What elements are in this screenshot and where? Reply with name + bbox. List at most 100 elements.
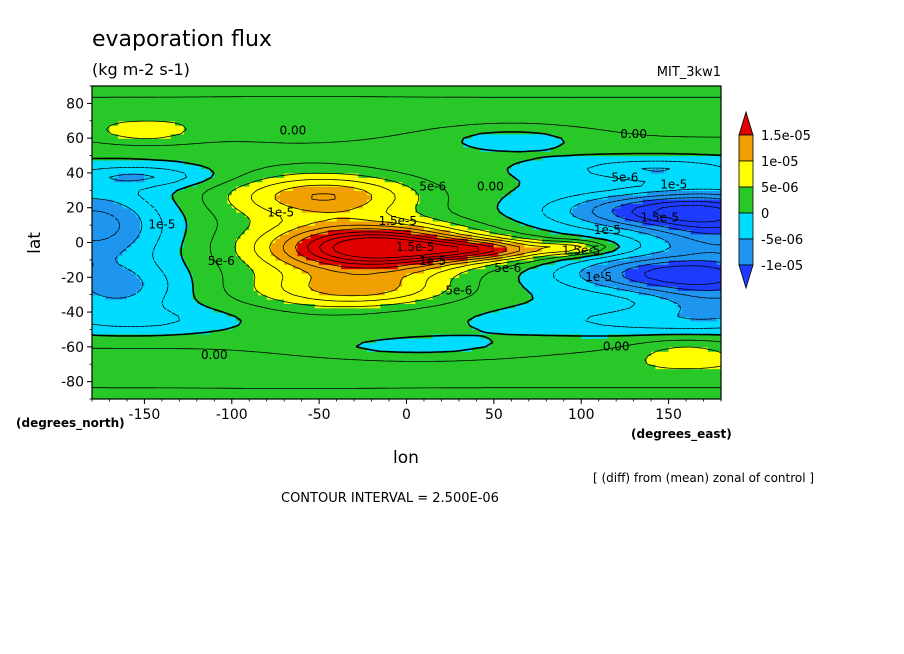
heatmap-cell (157, 368, 163, 374)
heatmap-cell (153, 359, 159, 365)
heatmap-cell (92, 385, 97, 391)
heatmap-cell (306, 394, 311, 399)
heatmap-cell (668, 251, 674, 257)
heatmap-cell (126, 251, 132, 257)
heatmap-cell (480, 359, 486, 365)
heatmap-cell (423, 325, 429, 331)
heatmap-cell (297, 299, 303, 304)
heatmap-cell (153, 294, 159, 300)
heatmap-cell (581, 394, 587, 399)
heatmap-cell (515, 372, 521, 378)
heatmap-cell (664, 377, 670, 383)
heatmap-cell (201, 372, 207, 378)
heatmap-cell (467, 299, 473, 304)
heatmap-cell (105, 281, 111, 287)
heatmap-cell (690, 320, 696, 326)
heatmap-cell (638, 251, 643, 257)
heatmap-cell (568, 320, 574, 326)
heatmap-cell (131, 390, 137, 396)
heatmap-cell (533, 355, 539, 361)
heatmap-cell (467, 325, 473, 331)
heatmap-cell (301, 342, 307, 348)
heatmap-cell (598, 346, 604, 352)
heatmap-cell (694, 307, 700, 313)
heatmap-cell (113, 312, 119, 318)
heatmap-cell (555, 381, 560, 387)
heatmap-cell (375, 251, 381, 257)
heatmap-cell (432, 364, 438, 370)
heatmap-cell (611, 320, 617, 326)
heatmap-cell (196, 372, 202, 378)
heatmap-cell (231, 303, 237, 309)
heatmap-cell (712, 381, 718, 387)
heatmap-cell (498, 329, 504, 335)
heatmap-cell (323, 272, 329, 278)
heatmap-cell (707, 290, 713, 296)
heatmap-cell (489, 390, 495, 396)
heatmap-cell (327, 272, 333, 278)
heatmap-cell (520, 294, 526, 300)
heatmap-cell (598, 320, 604, 326)
heatmap-cell (703, 359, 709, 365)
heatmap-cell (384, 294, 390, 300)
heatmap-cell (323, 277, 329, 283)
heatmap-cell (266, 268, 272, 274)
heatmap-cell (140, 368, 146, 374)
heatmap-cell (179, 329, 185, 335)
heatmap-cell (214, 320, 220, 326)
heatmap-cell (319, 277, 325, 283)
heatmap-cell (192, 364, 198, 370)
heatmap-cell (563, 381, 569, 387)
heatmap-cell (603, 307, 609, 313)
heatmap-cell (92, 325, 97, 331)
heatmap-cell (585, 342, 591, 348)
heatmap-cell (520, 290, 526, 296)
heatmap-cell (367, 390, 373, 396)
heatmap-cell (257, 281, 263, 287)
heatmap-cell (668, 355, 674, 361)
heatmap-cell (297, 320, 303, 326)
heatmap-cell (651, 377, 657, 383)
heatmap-cell (384, 316, 390, 322)
heatmap-cell (332, 264, 338, 270)
heatmap-cell (393, 316, 399, 322)
heatmap-cell (144, 394, 150, 399)
heatmap-cell (306, 255, 311, 261)
heatmap-cell (428, 342, 434, 348)
heatmap-cell (603, 255, 609, 261)
heatmap-cell (546, 351, 552, 357)
heatmap-cell (563, 325, 569, 331)
heatmap-cell (402, 333, 408, 339)
heatmap-cell (231, 251, 237, 257)
heatmap-cell (406, 281, 412, 287)
heatmap-cell (432, 338, 438, 344)
heatmap-cell (454, 246, 460, 252)
heatmap-cell (205, 368, 211, 374)
heatmap-cell (196, 303, 202, 309)
heatmap-cell (301, 264, 307, 270)
heatmap-cell (629, 290, 635, 296)
heatmap-cell (380, 259, 386, 265)
heatmap-cell (323, 329, 329, 335)
heatmap-cell (135, 246, 141, 252)
heatmap-cell (581, 381, 587, 387)
heatmap-cell (126, 307, 132, 313)
heatmap-cell (463, 285, 469, 291)
heatmap-cell (480, 268, 486, 274)
heatmap-cell (441, 359, 447, 365)
heatmap-cell (524, 381, 530, 387)
heatmap-cell (148, 303, 154, 309)
heatmap-cell (629, 312, 635, 318)
heatmap-cell (262, 285, 268, 291)
heatmap-cell (415, 342, 421, 348)
heatmap-cell (489, 303, 495, 309)
heatmap-cell (214, 303, 220, 309)
heatmap-cell (266, 290, 272, 296)
heatmap-cell (332, 285, 338, 291)
heatmap-cell (598, 268, 604, 274)
heatmap-cell (659, 333, 665, 339)
heatmap-cell (581, 377, 587, 383)
heatmap-cell (546, 377, 552, 383)
heatmap-cell (616, 372, 622, 378)
heatmap-cell (646, 394, 652, 399)
